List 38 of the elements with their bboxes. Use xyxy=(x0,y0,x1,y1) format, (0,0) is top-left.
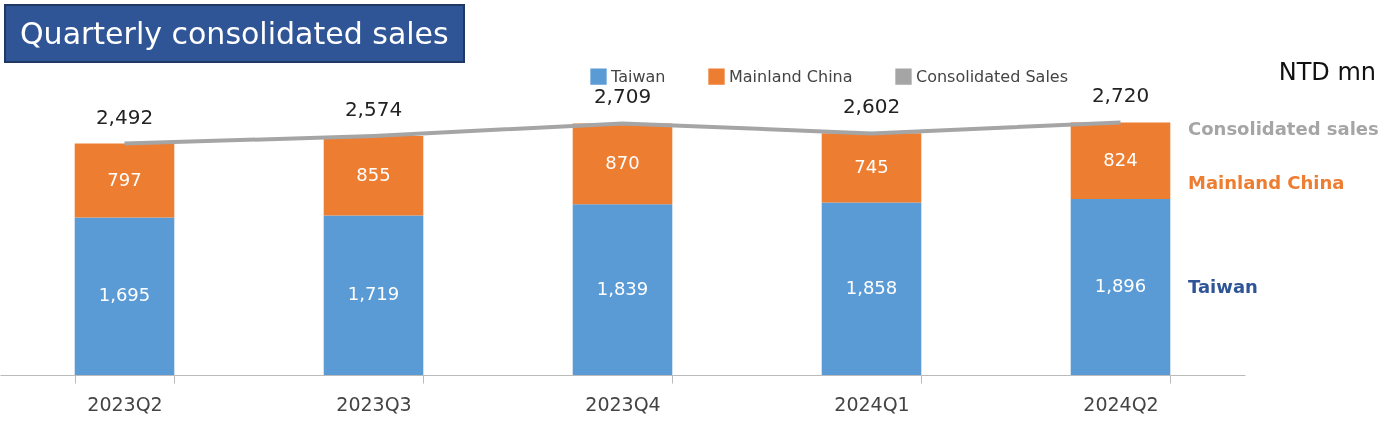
legend-label: Taiwan xyxy=(610,66,666,86)
legend-label: Consolidated Sales xyxy=(916,66,1069,86)
bar xyxy=(74,217,175,375)
data-label: 1,839 xyxy=(596,277,649,299)
annotation: Consolidated sales xyxy=(1188,118,1379,139)
annotation: Mainland China xyxy=(1188,172,1345,193)
data-label: 1,695 xyxy=(98,284,151,306)
bar xyxy=(74,143,175,218)
x-tick-label: 2023Q3 xyxy=(336,392,412,415)
data-label: 1,719 xyxy=(347,283,400,305)
data-label: 824 xyxy=(1103,148,1138,170)
x-tick-label: 2024Q2 xyxy=(1083,392,1159,415)
bar xyxy=(323,135,424,216)
data-label: 745 xyxy=(854,155,889,177)
x-tick-label: 2023Q4 xyxy=(585,392,661,415)
data-label: 855 xyxy=(356,163,391,185)
data-label: 2,720 xyxy=(1091,83,1150,108)
data-label: 2,492 xyxy=(95,104,154,129)
data-label: 2,602 xyxy=(842,94,901,119)
bar xyxy=(572,204,673,375)
bar xyxy=(1070,122,1171,199)
legend-label: Mainland China xyxy=(729,66,853,86)
bar xyxy=(821,133,922,203)
bar xyxy=(821,202,922,375)
data-label: 2,574 xyxy=(344,96,403,121)
bar xyxy=(323,215,424,375)
x-tick-label: 2024Q1 xyxy=(834,392,910,415)
data-label: 2,709 xyxy=(593,84,652,109)
annotation: Taiwan xyxy=(1188,276,1258,297)
bar xyxy=(572,123,673,205)
data-label: 1,896 xyxy=(1094,274,1147,296)
data-label: 797 xyxy=(107,168,142,190)
bar xyxy=(1070,198,1171,375)
data-label: 1,858 xyxy=(845,276,898,298)
y-axis-title: NTD mn xyxy=(1278,58,1376,86)
x-tick-label: 2023Q2 xyxy=(87,392,163,415)
text: Quarterly consolidated sales xyxy=(4,4,465,63)
data-label: 870 xyxy=(605,151,640,173)
